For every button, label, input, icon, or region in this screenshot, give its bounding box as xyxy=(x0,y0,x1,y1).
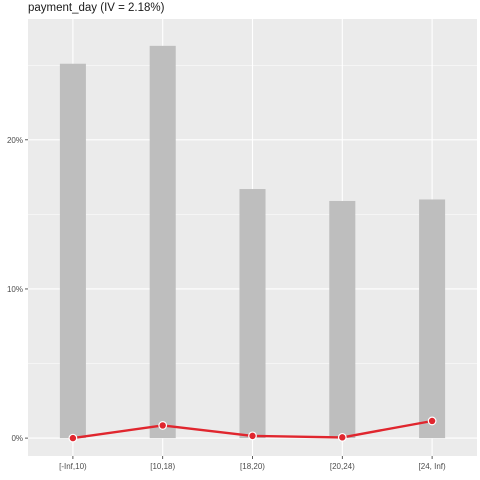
x-tick-label: [20,24) xyxy=(330,462,355,471)
line-point-[24, Inf) xyxy=(427,416,437,426)
line-point-[18,20) xyxy=(248,431,257,441)
line-point-[20,24) xyxy=(337,432,347,442)
x-tick-label: [-Inf,10) xyxy=(59,462,87,471)
x-tick-label: [24, Inf) xyxy=(419,462,446,471)
x-tick-label: [10,18) xyxy=(150,462,175,471)
bar-[24, Inf) xyxy=(419,199,446,439)
bar-[18,20) xyxy=(239,189,266,439)
y-tick-label: 10% xyxy=(7,285,23,294)
chart-title: payment_day (IV = 2.18%) xyxy=(28,2,165,14)
bar-[10,18) xyxy=(149,45,176,439)
bar-[20,24) xyxy=(329,200,356,439)
y-tick-label: 20% xyxy=(7,136,23,145)
x-tick-label: [18,20) xyxy=(240,462,265,471)
y-tick-label: 0% xyxy=(11,434,23,443)
line-point-[-Inf,10) xyxy=(68,433,78,443)
bar-[-Inf,10) xyxy=(59,63,86,439)
line-point-[10,18) xyxy=(158,421,168,430)
